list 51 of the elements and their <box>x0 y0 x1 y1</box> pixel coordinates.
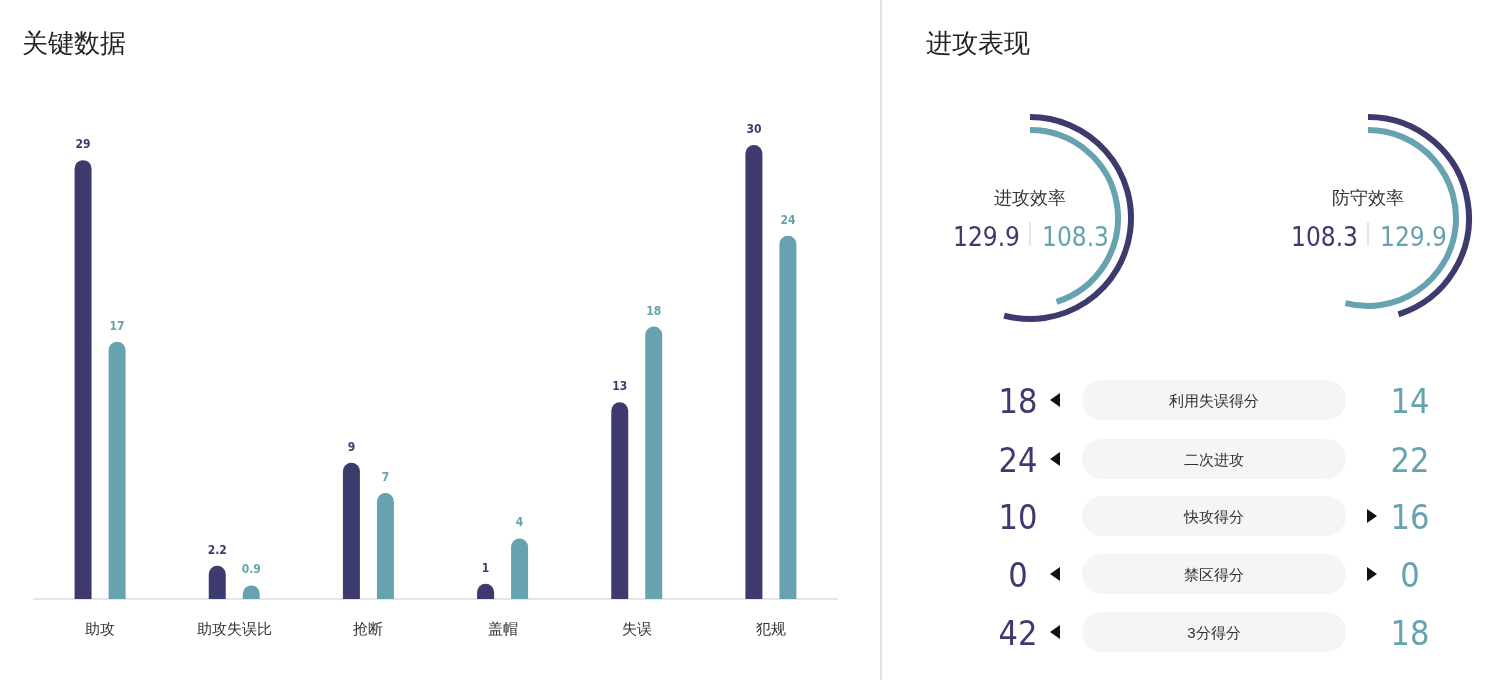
data-label: 10 <box>998 497 1038 537</box>
data-label: 0 <box>1400 555 1420 595</box>
category-label: 二次进攻 <box>1184 451 1244 468</box>
data-label: 14 <box>1390 381 1430 421</box>
data-label: 108.3 <box>1042 222 1109 252</box>
data-label: 16 <box>1390 497 1430 537</box>
category-label: 防守效率 <box>1332 188 1404 208</box>
category-label: 利用失误得分 <box>1169 392 1259 409</box>
data-label: 2.2 <box>207 542 227 557</box>
bar <box>645 326 663 599</box>
bar <box>208 565 226 599</box>
data-label: 1 <box>481 560 490 575</box>
category-label: 进攻效率 <box>994 188 1066 208</box>
data-label: 24 <box>780 212 796 227</box>
bar <box>342 462 360 599</box>
data-label: 4 <box>515 515 524 530</box>
bar <box>779 235 797 599</box>
data-label: 29 <box>75 137 91 152</box>
bar <box>611 402 629 599</box>
x-tick-label: 抢断 <box>353 620 384 637</box>
data-label: 18 <box>1390 613 1430 653</box>
bar <box>74 160 92 599</box>
x-tick-label: 失误 <box>621 620 652 637</box>
data-label: 129.9 <box>1380 222 1447 252</box>
bar <box>108 341 126 599</box>
data-label: 30 <box>746 122 762 136</box>
bar <box>376 493 394 599</box>
category-label: 快攻得分 <box>1183 508 1244 525</box>
category-label: 3分得分 <box>1187 624 1241 641</box>
bar <box>511 538 529 599</box>
data-label: 22 <box>1390 440 1430 480</box>
chart-title: 关键数据 <box>22 28 126 58</box>
data-label: 13 <box>612 379 628 394</box>
x-tick-label: 助攻失误比 <box>196 620 272 637</box>
text: 进攻表现 <box>926 28 1030 58</box>
category-label: 禁区得分 <box>1184 566 1244 583</box>
data-label: 108.3 <box>1291 222 1358 252</box>
x-tick-label: 犯规 <box>755 620 786 637</box>
data-label: 17 <box>109 318 125 333</box>
x-tick-label: 盖帽 <box>487 620 518 637</box>
data-label: 9 <box>347 439 356 454</box>
data-label: 129.9 <box>953 222 1020 252</box>
data-label: 24 <box>998 440 1038 480</box>
x-tick-label: 助攻 <box>85 620 116 637</box>
bar <box>745 145 763 599</box>
data-label: 0.9 <box>241 562 261 577</box>
data-label: 7 <box>381 470 390 485</box>
data-label: 18 <box>646 303 662 318</box>
data-label: 18 <box>998 381 1038 421</box>
data-label: 42 <box>998 613 1038 653</box>
data-label: 0 <box>1008 555 1028 595</box>
